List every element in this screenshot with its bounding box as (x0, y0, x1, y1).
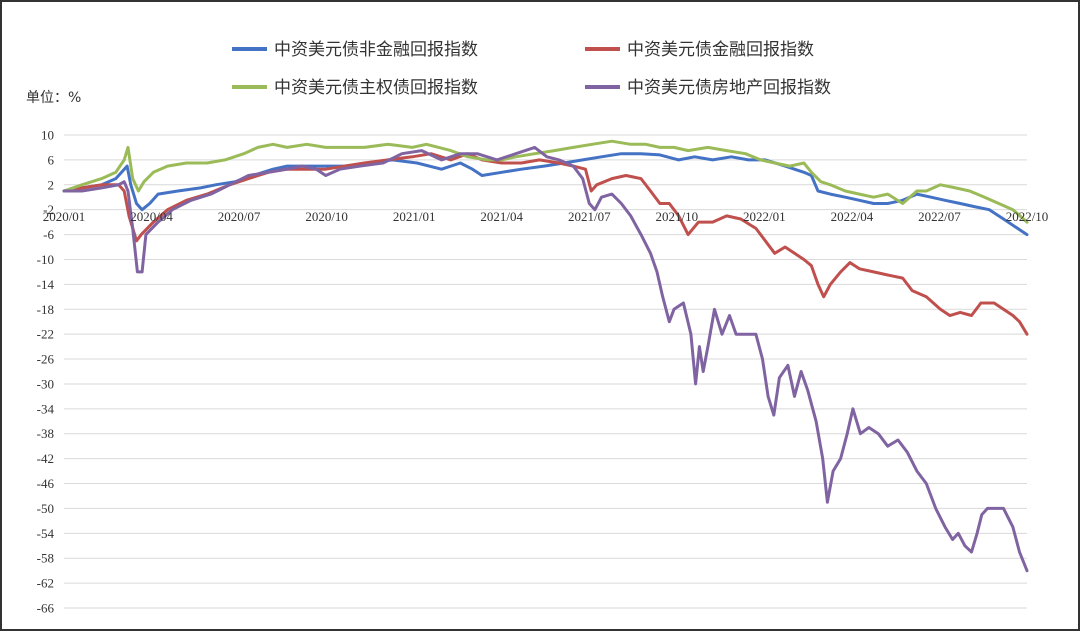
x-tick-label: 2021/10 (656, 209, 699, 224)
y-tick-label: -50 (37, 501, 54, 516)
y-tick-label: -26 (37, 352, 55, 367)
y-tick-label: -42 (37, 451, 54, 466)
y-tick-label: -22 (37, 327, 54, 342)
x-tick-label: 2022/07 (918, 209, 961, 224)
series-line-2 (62, 152, 1029, 336)
x-tick-label: 2022/10 (1006, 209, 1049, 224)
x-tick-label: 2020/10 (305, 209, 348, 224)
x-tick-label: 2021/07 (568, 209, 611, 224)
x-tick-label: 2020/04 (130, 209, 173, 224)
y-tick-label: -18 (37, 302, 54, 317)
x-tick-label: 2021/01 (393, 209, 436, 224)
y-axis-tick-labels: 10 6 2 -2 -6 -10 -14 -18 -22 -26 -30 -34 -38 -42 -46 -5… (37, 128, 55, 616)
x-tick-label: 2022/04 (831, 209, 874, 224)
x-tick-label: 2022/01 (743, 209, 786, 224)
y-tick-label: 2 (48, 177, 55, 192)
y-tick-label: -46 (37, 476, 55, 491)
legend-label-4: 中资美元债房地产回报指数 (627, 78, 831, 98)
legend-label-2: 中资美元债金融回报指数 (627, 40, 814, 60)
grid-lines (64, 134, 1027, 609)
y-tick-label: -6 (43, 227, 54, 242)
y-tick-label: -2 (43, 202, 54, 217)
series-line-3 (62, 139, 1029, 224)
x-tick-label: 2020/01 (43, 209, 86, 224)
y-tick-label: -54 (37, 526, 55, 541)
y-tick-label: -34 (37, 401, 55, 416)
legend-label-1: 中资美元债非金融回报指数 (274, 40, 478, 60)
unit-label: 单位：% (26, 90, 81, 106)
y-tick-label: -14 (37, 277, 55, 292)
x-tick-label: 2021/04 (480, 209, 523, 224)
legend-label-3: 中资美元债主权债回报指数 (274, 78, 478, 98)
series-lines (62, 139, 1029, 573)
y-tick-label: -62 (37, 576, 54, 591)
series-line-4 (62, 145, 1029, 573)
y-tick-label: 6 (48, 152, 55, 167)
y-tick-label: -38 (37, 426, 54, 441)
y-tick-label: -30 (37, 376, 54, 391)
x-tick-label: 2020/07 (218, 209, 261, 224)
y-tick-label: -10 (37, 252, 54, 267)
x-axis-tick-labels: 2020/01 2020/04 2020/07 2020/10 2021/01 2021/… (43, 209, 1049, 224)
y-tick-label: -66 (37, 601, 55, 616)
y-tick-label: -58 (37, 551, 54, 566)
y-tick-label: 10 (41, 128, 54, 143)
